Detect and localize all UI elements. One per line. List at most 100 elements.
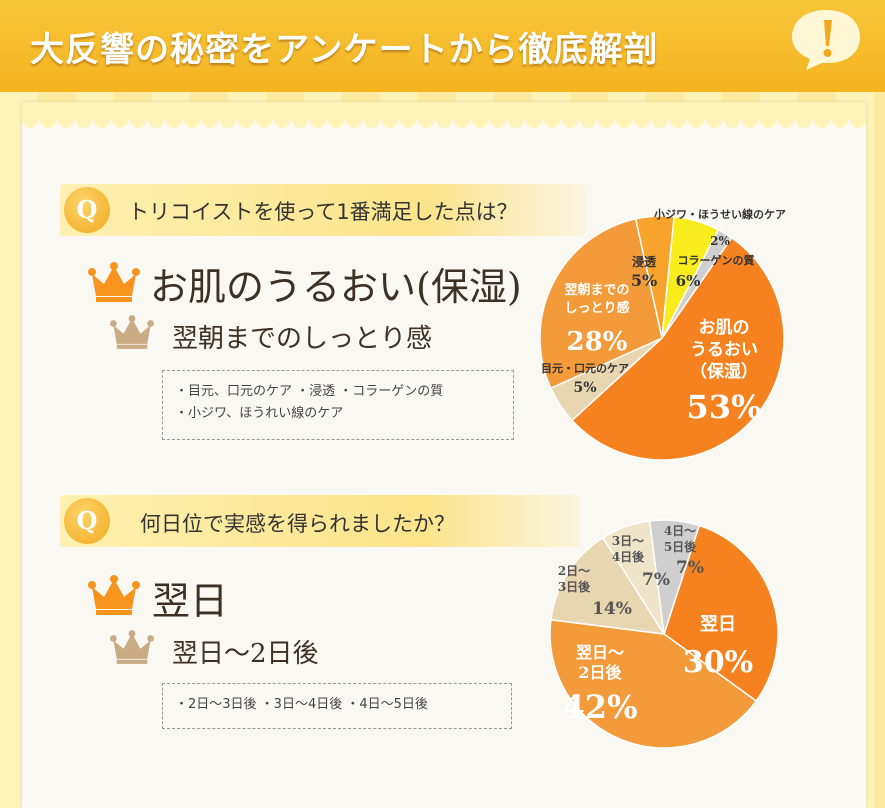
scallop-dot [778, 112, 794, 128]
header-banner: 大反響の秘密をアンケートから徹底解剖 [0, 0, 885, 92]
pie-slice-label: うるおい [690, 340, 758, 360]
scallop-dot [346, 112, 362, 128]
scallop-dot [220, 112, 236, 128]
scallop-dot [562, 112, 578, 128]
scallop-dot [526, 112, 542, 128]
scallop-dot [670, 112, 686, 128]
scallop-dot [400, 112, 416, 128]
scallop-dot [616, 112, 632, 128]
pie-slice-value: 42% [563, 688, 638, 726]
answer-first-2: 翌日 [152, 579, 229, 623]
scallop-dot [148, 112, 164, 128]
scallop-dot [724, 112, 740, 128]
pie-slice-value: 2% [710, 234, 730, 248]
scallop-dot [310, 112, 326, 128]
pie-slice-label: 浸透 [632, 254, 657, 269]
q-badge-2: Q [64, 498, 110, 544]
question-bar-1 [60, 184, 585, 236]
pie-slice-label: 目元・口元のケア [541, 362, 629, 375]
pie-slice-label: 3日後 [558, 579, 591, 594]
scallop-dot [436, 112, 452, 128]
pie-slice-label: （保湿） [690, 361, 758, 382]
page-title: 大反響の秘密をアンケートから徹底解剖 [30, 30, 659, 70]
pie-slice-value: 7% [642, 570, 670, 590]
pie-slice-label: しっとり感 [564, 300, 629, 316]
scallop-dot [508, 112, 524, 128]
pie-slice [540, 217, 663, 390]
scallop-dot [328, 112, 344, 128]
other-answers-line: ・2日〜3日後 ・3日〜4日後 ・4日〜5日後 [175, 697, 428, 712]
scallop-dot [814, 112, 830, 128]
pie-slice-label: 2日〜 [558, 564, 590, 578]
pie-slice-label: コラーゲンの質 [678, 253, 755, 267]
answer-first-1: お肌のうるおい(保湿) [150, 265, 522, 309]
scallop-dot [292, 112, 308, 128]
pie-slice-value: 5% [631, 271, 657, 290]
pie-slice-label: 4日〜 [664, 524, 696, 538]
pie-slice-value: 14% [592, 599, 632, 619]
scallop-dot [112, 112, 128, 128]
scallop-dot [94, 112, 110, 128]
scallop-dot [364, 112, 380, 128]
scallop-dot [490, 112, 506, 128]
scallop-dot [652, 112, 668, 128]
question-text-2: 何日位で実感を得られましたか？ [140, 512, 455, 536]
pie-slice-label: 翌日 [700, 614, 736, 635]
other-answers-box-2: ・2日〜3日後 ・3日〜4日後 ・4日〜5日後 [162, 683, 512, 729]
pie-slice-value: 53% [687, 388, 762, 426]
pie-chart-1: お肌のうるおい（保湿）53%目元・口元のケア5%翌朝までのしっとり感28%浸透5… [540, 207, 786, 461]
scallop-dot [202, 112, 218, 128]
pie-slice [570, 236, 785, 461]
scallop-dot [76, 112, 92, 128]
scallop-dot [742, 112, 758, 128]
scallop-dot [544, 112, 560, 128]
pie-slice [663, 524, 779, 703]
scallop-dot [598, 112, 614, 128]
pie-slice-label: 小ジワ・ほうせい線のケア [653, 207, 786, 221]
scallop-dot [472, 112, 488, 128]
question-bar-2 [60, 495, 580, 547]
scallop-dot [22, 112, 38, 128]
scallop-dot [40, 112, 56, 128]
paper-scallop-edge [22, 102, 866, 128]
pie-slice-label: 翌日〜 [576, 643, 624, 662]
pie-slice [648, 519, 701, 635]
other-answers-line: ・目元、口元のケア ・浸透 ・コラーゲンの質 [175, 384, 444, 399]
pie-slice [549, 618, 758, 749]
pie-slice-label: お肌の [699, 318, 750, 338]
pie-slice-label: 2日後 [578, 663, 622, 682]
scallop-dot [580, 112, 596, 128]
pie-slice-label: 翌朝までの [564, 282, 629, 298]
crown-gold-icon [88, 262, 140, 302]
pie-slice-value: 6% [676, 272, 701, 290]
q-badge-1: Q [64, 187, 110, 233]
scallop-dot [832, 112, 848, 128]
scallop-dot [850, 112, 866, 128]
crown-second-icon [110, 315, 154, 349]
scallop-dot [184, 112, 200, 128]
scallop-dot [688, 112, 704, 128]
other-answers-box-1: ・目元、口元のケア ・浸透 ・コラーゲンの質 ・小ジワ、ほうれい線のケア [162, 370, 514, 440]
other-answers-line: ・小ジワ、ほうれい線のケア [175, 406, 344, 421]
scallop-dot [238, 112, 254, 128]
pie-slice [661, 228, 733, 339]
crown-second-icon [110, 630, 154, 664]
pie-slice-value: 7% [676, 558, 704, 578]
scallop-dot [166, 112, 182, 128]
pie-slice-value: 28% [567, 327, 628, 357]
crown-gold-icon [88, 575, 140, 615]
pie-slice-value: 30% [683, 645, 753, 680]
scallop-dot [418, 112, 434, 128]
pie-slice-label: 5日後 [664, 539, 697, 554]
scallop-dot [382, 112, 398, 128]
scallop-dot [256, 112, 272, 128]
question-text-1: トリコイストを使って1番満足した点は？ [128, 200, 518, 224]
scallop-dot [760, 112, 776, 128]
pie-slice-label: 4日後 [612, 549, 645, 564]
scallop-dot [130, 112, 146, 128]
pie-slice [550, 536, 666, 635]
pie-slice-value: 5% [573, 380, 596, 396]
scallop-dot [634, 112, 650, 128]
pie-slice-label: 3日〜 [612, 534, 644, 548]
